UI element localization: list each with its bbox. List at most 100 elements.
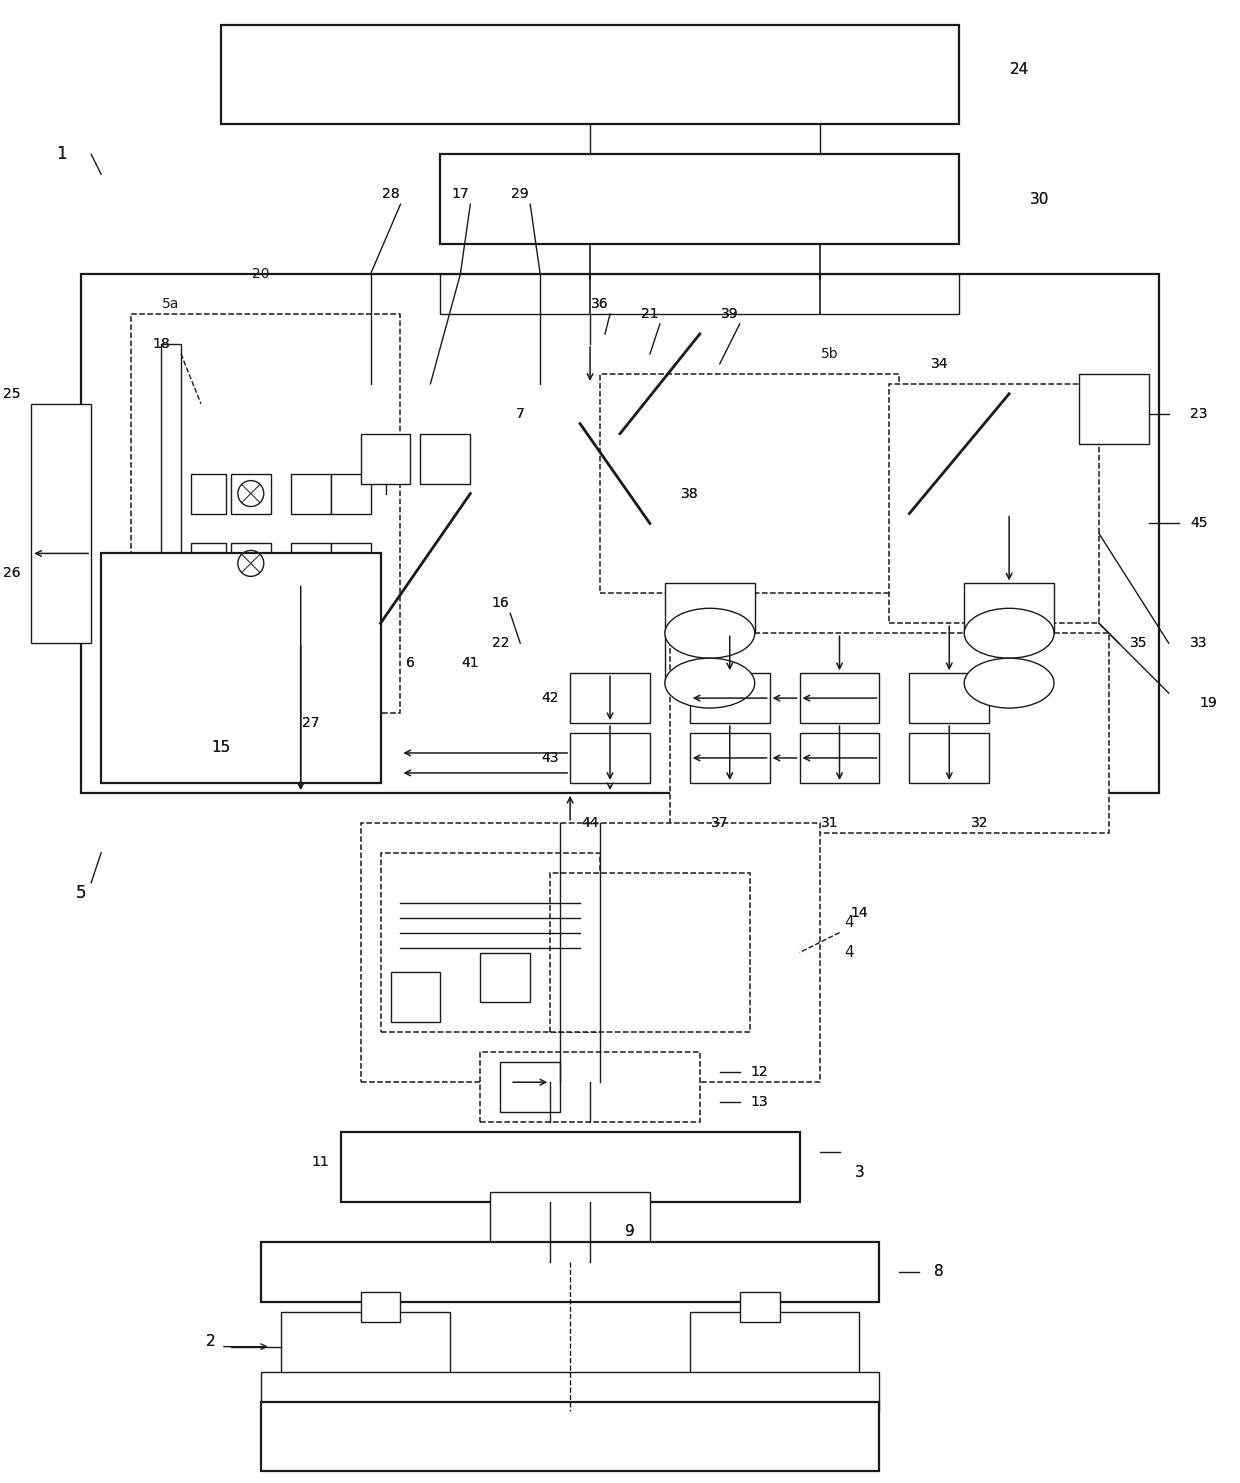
Text: 33: 33 (1190, 636, 1208, 650)
Text: 28: 28 (382, 187, 399, 202)
Bar (361, 433, 410, 483)
Text: 3: 3 (854, 1164, 864, 1179)
Bar (909, 673, 990, 724)
Text: 45: 45 (1190, 516, 1208, 531)
Text: 36: 36 (591, 297, 609, 311)
Text: 5: 5 (76, 884, 87, 902)
Text: 22: 22 (491, 636, 508, 650)
Text: 32: 32 (971, 816, 988, 830)
Text: 26: 26 (2, 567, 20, 580)
Text: 33: 33 (1190, 636, 1208, 650)
Bar (500, 1062, 560, 1112)
Bar (570, 733, 650, 783)
Text: 36: 36 (591, 297, 609, 311)
Text: 37: 37 (711, 816, 729, 830)
Text: 21: 21 (641, 307, 658, 320)
Text: 18: 18 (153, 337, 170, 351)
Ellipse shape (965, 608, 1054, 658)
Text: 42: 42 (542, 691, 559, 704)
Bar (290, 543, 331, 583)
Text: 4: 4 (844, 915, 854, 930)
Text: 44: 44 (582, 816, 599, 830)
Text: 43: 43 (542, 750, 559, 765)
Text: 25: 25 (2, 387, 20, 400)
Text: 21: 21 (641, 307, 658, 320)
Bar (260, 1401, 879, 1471)
Ellipse shape (665, 658, 755, 707)
Bar (889, 384, 1099, 623)
Bar (1079, 374, 1148, 443)
Text: 37: 37 (711, 816, 729, 830)
Bar (361, 823, 820, 1083)
Text: 24: 24 (1009, 62, 1029, 77)
Text: 29: 29 (511, 187, 529, 202)
Text: 8: 8 (935, 1265, 944, 1280)
Text: 39: 39 (720, 307, 739, 320)
Text: 26: 26 (2, 567, 20, 580)
Bar (81, 274, 1159, 793)
Text: 34: 34 (930, 357, 949, 371)
Bar (141, 648, 176, 684)
Text: 19: 19 (1200, 696, 1218, 710)
Text: 15: 15 (211, 740, 231, 755)
Text: 32: 32 (971, 816, 988, 830)
Bar (440, 154, 960, 245)
Text: 5: 5 (76, 884, 87, 902)
Bar (341, 1132, 800, 1201)
Text: 39: 39 (720, 307, 739, 320)
Bar (570, 673, 650, 724)
Text: 11: 11 (311, 1155, 330, 1169)
Text: 23: 23 (1190, 406, 1208, 421)
Text: 29: 29 (511, 187, 529, 202)
Bar (740, 1292, 780, 1321)
Text: 12: 12 (751, 1065, 769, 1080)
Text: 9: 9 (625, 1225, 635, 1240)
Text: 35: 35 (1130, 636, 1147, 650)
Text: 6: 6 (405, 655, 415, 670)
Bar (670, 633, 1109, 833)
Bar (391, 973, 440, 1022)
Text: 5b: 5b (821, 347, 838, 360)
Text: 16: 16 (491, 596, 510, 611)
Text: 17: 17 (451, 187, 469, 202)
Bar (909, 733, 990, 783)
Text: 27: 27 (303, 716, 320, 730)
Text: 13: 13 (751, 1094, 769, 1109)
Bar (331, 543, 371, 583)
Text: 23: 23 (1190, 406, 1208, 421)
Text: 28: 28 (382, 187, 399, 202)
Text: 38: 38 (681, 486, 698, 501)
Text: 43: 43 (542, 750, 559, 765)
Bar (490, 1192, 650, 1262)
Bar (965, 583, 1054, 684)
Bar (331, 473, 371, 513)
Ellipse shape (665, 608, 755, 658)
Text: 42: 42 (542, 691, 559, 704)
Bar (361, 1292, 401, 1321)
Bar (102, 553, 381, 783)
Text: 14: 14 (851, 906, 868, 919)
Text: 11: 11 (311, 1155, 330, 1169)
Text: 2: 2 (206, 1335, 216, 1350)
Text: 25: 25 (2, 387, 20, 400)
Text: 15: 15 (211, 740, 231, 755)
Text: 2: 2 (206, 1335, 216, 1350)
Text: 22: 22 (491, 636, 508, 650)
Bar (800, 733, 879, 783)
Bar (600, 374, 899, 593)
Text: 1: 1 (56, 145, 67, 163)
Bar (551, 872, 750, 1032)
Bar (191, 543, 226, 583)
Bar (689, 673, 770, 724)
Bar (280, 1312, 450, 1382)
Text: 9: 9 (625, 1225, 635, 1240)
Bar (420, 433, 470, 483)
Ellipse shape (965, 658, 1054, 707)
Text: 34: 34 (930, 357, 949, 371)
Bar (31, 403, 92, 644)
Text: 14: 14 (851, 906, 868, 919)
Text: 31: 31 (821, 816, 838, 830)
Bar (689, 1312, 859, 1382)
Bar (161, 344, 181, 684)
Text: 45: 45 (1190, 516, 1208, 531)
